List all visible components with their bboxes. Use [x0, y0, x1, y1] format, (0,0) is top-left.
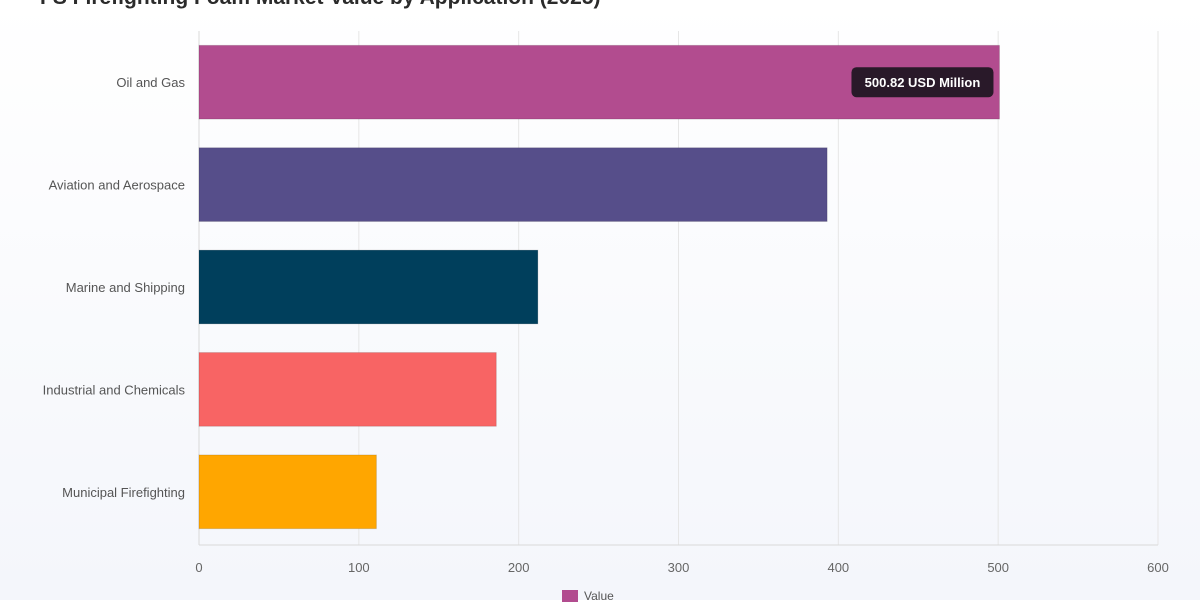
x-tick-label: 200 — [508, 560, 530, 575]
x-tick-label: 300 — [668, 560, 690, 575]
category-label: Municipal Firefighting — [62, 485, 185, 500]
x-tick-label: 100 — [348, 560, 370, 575]
tooltip-text: 500.82 USD Million — [865, 75, 981, 90]
category-label: Aviation and Aerospace — [49, 178, 185, 193]
bar — [198, 249, 539, 325]
category-label: Marine and Shipping — [66, 280, 185, 295]
tooltip-box — [851, 67, 994, 98]
legend-label: Value — [584, 589, 614, 603]
legend[interactable]: Value — [562, 589, 614, 603]
bar — [198, 147, 828, 222]
category-label: Oil and Gas — [116, 75, 185, 90]
bar — [198, 352, 497, 427]
tooltip: 500.82 USD Million — [851, 67, 994, 98]
chart-title: FS Firefighting Foam Market Value by App… — [40, 0, 601, 10]
x-tick-label: 400 — [827, 560, 849, 575]
category-label: Industrial and Chemicals — [43, 382, 186, 397]
bar — [198, 454, 377, 530]
legend-swatch — [562, 590, 578, 602]
x-tick-label: 600 — [1147, 560, 1169, 575]
x-tick-label: 500 — [987, 560, 1009, 575]
x-tick-label: 0 — [195, 560, 202, 575]
